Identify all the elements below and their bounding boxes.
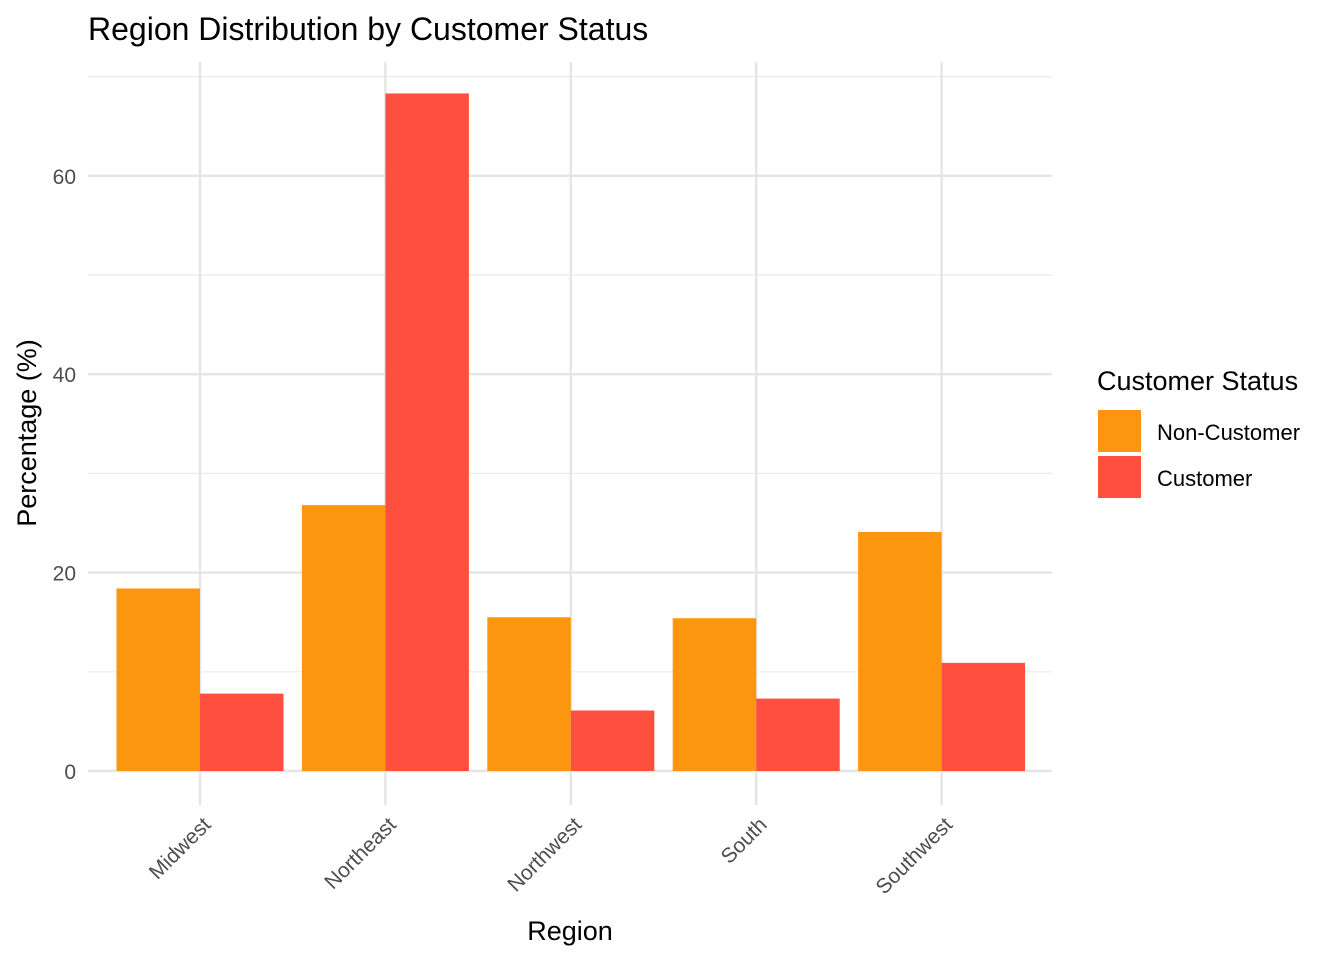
bars	[116, 93, 1026, 772]
bar-non-customer-southwest	[858, 531, 942, 771]
x-axis-label: Region	[527, 916, 613, 946]
legend: Customer Status Non-Customer Customer	[1097, 366, 1300, 498]
legend-title: Customer Status	[1097, 366, 1298, 396]
x-tick-label: Southwest	[872, 813, 958, 899]
legend-swatch-non-customer	[1098, 410, 1141, 452]
x-tick-label: Northeast	[320, 813, 401, 894]
bar-customer-midwest	[200, 693, 284, 771]
bar-non-customer-northwest	[487, 617, 571, 771]
x-axis-tick-labels: Midwest Northeast Northwest South Southwest	[145, 813, 957, 899]
y-axis-label: Percentage (%)	[12, 339, 42, 527]
bar-non-customer-northeast	[301, 505, 386, 771]
y-tick-label: 40	[53, 364, 76, 387]
bar-customer-northwest	[570, 710, 655, 771]
y-tick-label: 20	[53, 563, 76, 586]
legend-label-non-customer: Non-Customer	[1157, 420, 1300, 445]
x-tick-label: Northwest	[503, 813, 586, 896]
bar-customer-south	[756, 698, 840, 771]
legend-label-customer: Customer	[1157, 466, 1252, 491]
bar-customer-northeast	[385, 93, 469, 772]
y-tick-label: 60	[53, 166, 76, 189]
bar-non-customer-midwest	[116, 588, 200, 771]
y-tick-label: 0	[64, 761, 76, 784]
bar-customer-southwest	[941, 662, 1026, 771]
bar-non-customer-south	[672, 618, 757, 771]
chart-title: Region Distribution by Customer Status	[88, 11, 648, 47]
legend-swatch-customer	[1098, 456, 1141, 498]
x-tick-label: South	[717, 813, 772, 868]
y-axis-tick-labels: 0 20 40 60	[53, 166, 76, 784]
x-tick-label: Midwest	[145, 813, 216, 884]
